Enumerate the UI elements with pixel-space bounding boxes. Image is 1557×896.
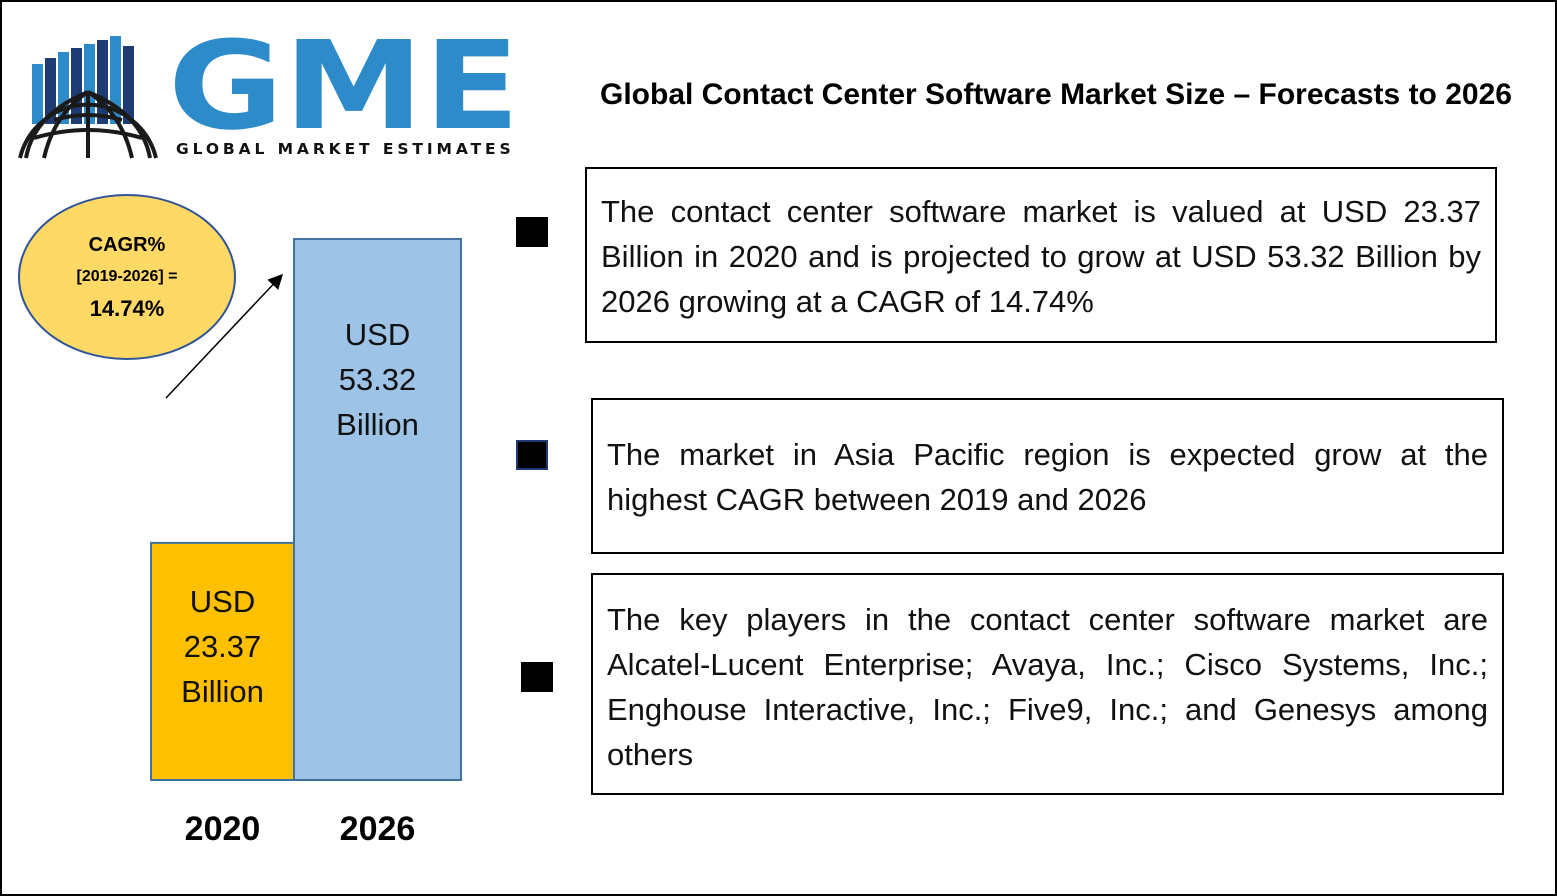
bar-value-line: USD xyxy=(344,317,411,352)
logo-letters: GME xyxy=(168,36,520,136)
logo-tagline: GLOBAL MARKET ESTIMATES xyxy=(176,140,515,158)
info-box-1: The contact center software market is va… xyxy=(585,167,1497,343)
bar-value-line: 53.32 xyxy=(338,362,417,397)
x-tick-label-2026: 2026 xyxy=(339,810,416,848)
bar-value-line: Billion xyxy=(336,407,419,442)
x-tick-label-2020: 2020 xyxy=(184,810,261,848)
bar-value-line: 23.37 xyxy=(183,628,262,664)
info-box-3: The key players in the contact center so… xyxy=(591,573,1504,795)
cagr-value: 14.74% xyxy=(89,296,165,321)
bar-value-line: Billion xyxy=(181,673,264,709)
svg-text:GME: GME xyxy=(168,36,520,136)
gme-logo: GME GLOBAL MARKET ESTIMATES xyxy=(14,34,526,160)
bar-value-label-2026: USD 53.32 Billion xyxy=(294,312,461,447)
info-text-1: The contact center software market is va… xyxy=(601,194,1481,319)
info-text-2: The market in Asia Pacific region is exp… xyxy=(607,437,1488,517)
bullet-square-1 xyxy=(516,217,548,247)
info-box-2: The market in Asia Pacific region is exp… xyxy=(591,398,1504,554)
page-title: Global Contact Center Software Market Si… xyxy=(600,78,1512,111)
globe-bars-icon xyxy=(18,36,158,159)
bar-value-label-2020: USD 23.37 Billion xyxy=(151,579,294,714)
cagr-label: CAGR% xyxy=(88,234,166,256)
info-text-3: The key players in the contact center so… xyxy=(607,602,1488,772)
cagr-badge: CAGR% [2019-2026] = 14.74% xyxy=(18,194,236,360)
bar-value-line: USD xyxy=(189,583,256,619)
cagr-period: [2019-2026] = xyxy=(76,268,178,285)
bullet-square-2 xyxy=(516,440,548,470)
bullet-square-3 xyxy=(521,662,553,692)
